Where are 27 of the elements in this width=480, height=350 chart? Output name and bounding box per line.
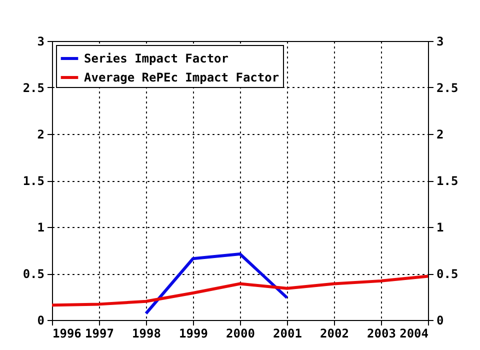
x-tick-label: 2000	[226, 326, 255, 340]
y2-tick-label: 2.5	[436, 81, 458, 95]
line-series	[144, 252, 288, 315]
y2-tick-label: 1.5	[436, 174, 458, 188]
x-tick-label: 1997	[85, 326, 114, 340]
y2-tick-label: 0	[436, 314, 444, 328]
x-tick-label: 2002	[320, 326, 349, 340]
y-tick-label: 2.5	[22, 81, 44, 95]
y-tick-label: 3	[37, 34, 44, 48]
legend-label: Average RePEc Impact Factor	[84, 70, 280, 84]
y-tick-label: 1	[37, 220, 44, 234]
x-tick-label: 2001	[273, 326, 302, 340]
y2-tick-label: 2	[436, 128, 444, 142]
line-series	[50, 274, 430, 307]
y2-tick-label: 0.5	[436, 267, 458, 281]
x-tick-label: 1998	[132, 326, 161, 340]
y2-tick-label: 3	[436, 34, 444, 48]
y2-tick-label: 1	[436, 220, 444, 234]
y-tick-label: 0	[37, 314, 44, 328]
x-tick-label: 2003	[367, 326, 396, 340]
legend-label: Series Impact Factor	[84, 52, 228, 66]
x-tick-label: 1999	[179, 326, 208, 340]
y-tick-label: 2	[37, 128, 44, 142]
y-tick-label: 1.5	[22, 174, 44, 188]
x-tick-label: 2004	[400, 326, 428, 340]
x-tick-label: 1996	[52, 326, 82, 340]
y-tick-label: 0.5	[22, 267, 44, 281]
